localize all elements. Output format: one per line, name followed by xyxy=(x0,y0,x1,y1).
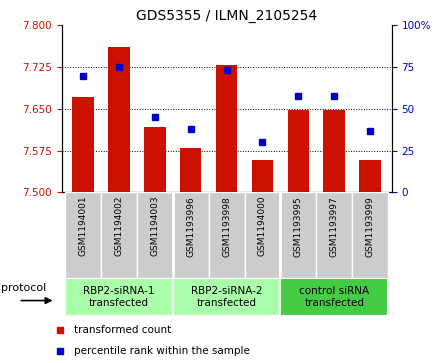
Bar xyxy=(209,192,245,278)
Text: GSM1193999: GSM1193999 xyxy=(366,196,374,257)
Text: control siRNA
transfected: control siRNA transfected xyxy=(299,286,369,307)
Text: GSM1193997: GSM1193997 xyxy=(330,196,339,257)
Bar xyxy=(316,192,352,278)
Text: GSM1194002: GSM1194002 xyxy=(114,196,124,256)
Text: RBP2-siRNA-1
transfected: RBP2-siRNA-1 transfected xyxy=(83,286,155,307)
Text: GSM1193995: GSM1193995 xyxy=(294,196,303,257)
Text: percentile rank within the sample: percentile rank within the sample xyxy=(74,346,250,356)
Bar xyxy=(288,110,309,192)
Bar xyxy=(216,65,237,192)
Bar xyxy=(252,160,273,192)
Text: GSM1193998: GSM1193998 xyxy=(222,196,231,257)
Bar xyxy=(173,192,209,278)
Bar xyxy=(352,192,388,278)
Text: RBP2-siRNA-2
transfected: RBP2-siRNA-2 transfected xyxy=(191,286,262,307)
Bar xyxy=(359,160,381,192)
Bar xyxy=(245,192,280,278)
Bar xyxy=(280,192,316,278)
Text: transformed count: transformed count xyxy=(74,325,171,335)
Bar xyxy=(65,278,173,316)
Text: protocol: protocol xyxy=(1,284,47,293)
Bar xyxy=(144,127,165,192)
Text: GSM1193996: GSM1193996 xyxy=(186,196,195,257)
Bar xyxy=(280,278,388,316)
Text: GSM1194000: GSM1194000 xyxy=(258,196,267,256)
Bar xyxy=(173,278,280,316)
Bar xyxy=(101,192,137,278)
Bar xyxy=(72,97,94,192)
Text: GSM1194001: GSM1194001 xyxy=(79,196,88,256)
Title: GDS5355 / ILMN_2105254: GDS5355 / ILMN_2105254 xyxy=(136,9,317,23)
Bar xyxy=(180,148,202,192)
Bar xyxy=(323,110,345,192)
Bar xyxy=(65,192,101,278)
Bar xyxy=(137,192,173,278)
Bar xyxy=(108,46,130,192)
Text: GSM1194003: GSM1194003 xyxy=(150,196,159,256)
